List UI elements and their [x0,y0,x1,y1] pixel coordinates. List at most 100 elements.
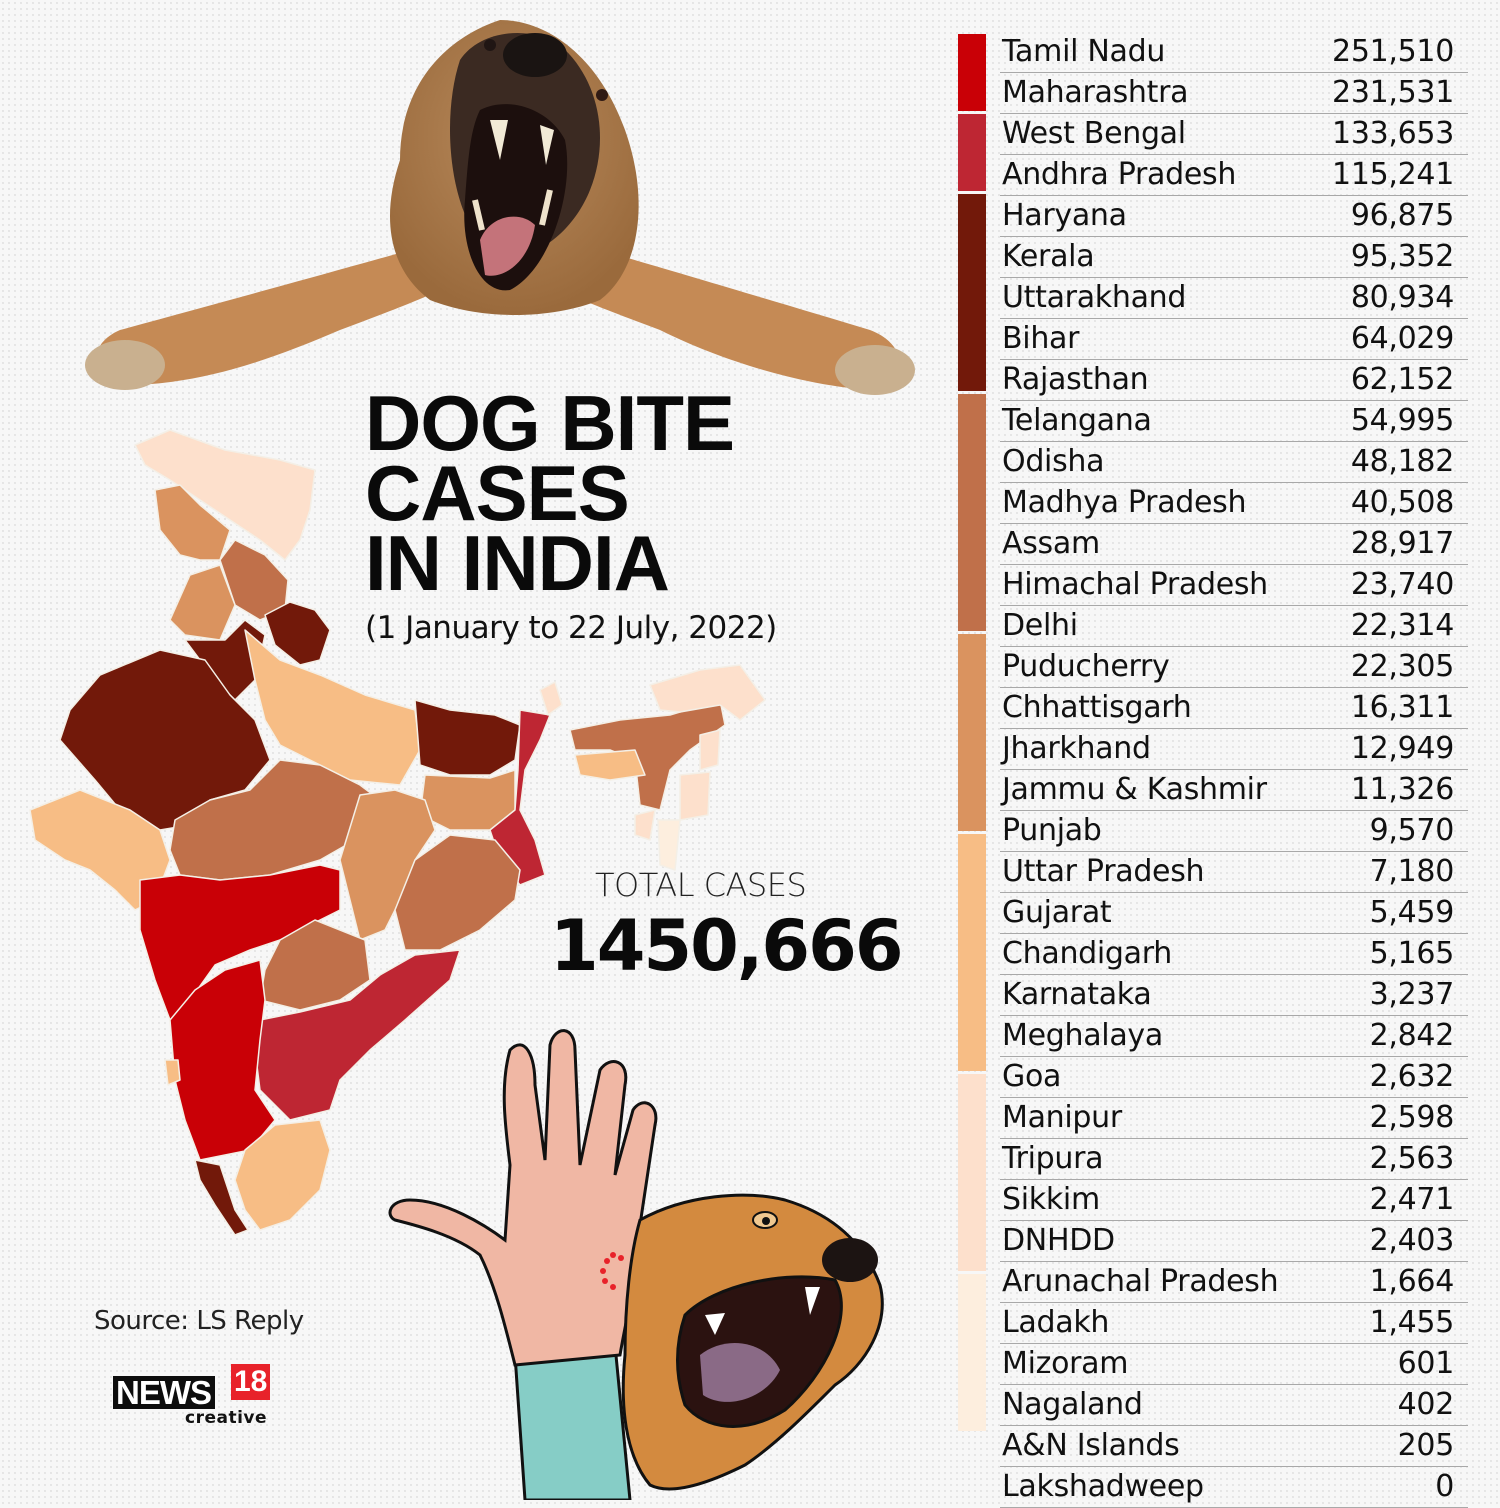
map-region-manipur [679,771,711,821]
table-row: Sikkim 2,471 [1000,1180,1468,1221]
table-row: Kerala 95,352 [1000,237,1468,278]
color-scale-segment [958,834,986,1071]
state-name: Chhattisgarh [1002,690,1192,725]
table-row: Madhya Pradesh 40,508 [1000,483,1468,524]
state-name: Ladakh [1002,1305,1110,1340]
map-region-himachal-pradesh [219,539,289,621]
state-name: Odisha [1002,444,1105,479]
state-name: West Bengal [1002,116,1186,151]
table-row: Jammu & Kashmir 11,326 [1000,770,1468,811]
case-count: 5,165 [1369,936,1455,971]
case-count: 3,237 [1369,977,1455,1012]
table-row: Karnataka 3,237 [1000,975,1468,1016]
case-count: 251,510 [1332,34,1454,69]
table-row: Andhra Pradesh 115,241 [1000,155,1468,196]
state-name: Sikkim [1002,1182,1100,1217]
case-count: 28,917 [1350,526,1454,561]
color-scale-segment [958,114,986,191]
table-row: Maharashtra 231,531 [1000,73,1468,114]
logo-number-badge: 18 [231,1364,271,1400]
case-count: 2,471 [1369,1182,1455,1217]
state-name: Meghalaya [1002,1018,1163,1053]
map-region-bihar [414,699,521,776]
case-count: 2,842 [1369,1018,1455,1053]
case-count: 2,403 [1369,1223,1455,1258]
table-row: Goa 2,632 [1000,1057,1468,1098]
case-count: 205 [1397,1428,1455,1463]
logo-news-word: NEWS [113,1376,215,1409]
table-row: Tripura 2,563 [1000,1139,1468,1180]
map-region-mizoram [657,819,681,871]
angry-dog-photo-illustration [85,20,915,395]
title-line-3: IN INDIA [365,519,670,607]
logo-tagline: creative [185,1408,268,1428]
state-name: Jammu & Kashmir [1002,772,1267,807]
case-count: 2,598 [1369,1100,1455,1135]
state-name: Uttar Pradesh [1002,854,1205,889]
case-count: 54,995 [1350,403,1454,438]
table-row: Gujarat 5,459 [1000,893,1468,934]
case-count: 62,152 [1350,362,1454,397]
title-line-1: DOG BITE [365,379,735,467]
case-count: 2,632 [1369,1059,1455,1094]
map-region-uttar-pradesh [244,629,421,786]
state-name: Haryana [1002,198,1127,233]
case-count: 133,653 [1332,116,1454,151]
color-scale-segment [958,394,986,631]
table-row: Lakshadweep 0 [1000,1467,1468,1508]
table-row: Tamil Nadu 251,510 [1000,32,1468,73]
table-row: Ladakh 1,455 [1000,1303,1468,1344]
table-row: Mizoram 601 [1000,1344,1468,1385]
case-count: 48,182 [1350,444,1454,479]
map-region-kerala [194,1159,249,1236]
case-count: 80,934 [1350,280,1454,315]
map-region-andhra-pradesh [254,949,461,1121]
state-name: Madhya Pradesh [1002,485,1247,520]
case-count: 22,314 [1350,608,1454,643]
table-row: Arunachal Pradesh 1,664 [1000,1262,1468,1303]
source-note: Source: LS Reply [94,1306,304,1336]
case-count: 0 [1435,1469,1454,1504]
case-count: 40,508 [1350,485,1454,520]
table-row: Haryana 96,875 [1000,196,1468,237]
case-count: 64,029 [1350,321,1454,356]
case-count: 22,305 [1350,649,1454,684]
state-name: Delhi [1002,608,1078,643]
map-region-karnataka [169,959,276,1161]
map-region-odisha [394,834,521,951]
state-name: DNHDD [1002,1223,1115,1258]
map-region-arunachal-pradesh [649,664,766,721]
case-count: 7,180 [1369,854,1455,889]
case-count: 1,455 [1369,1305,1455,1340]
table-row: Telangana 54,995 [1000,401,1468,442]
map-region-assam [569,699,726,811]
state-name: Assam [1002,526,1100,561]
page-title: DOG BITE CASES IN INDIA [365,379,735,607]
state-name: Tripura [1002,1141,1104,1176]
state-cases-table: Tamil Nadu 251,510 Maharashtra 231,531 West … [958,32,1468,1508]
state-name: Bihar [1002,321,1080,356]
table-row: Jharkhand 12,949 [1000,729,1468,770]
table-row: Punjab 9,570 [1000,811,1468,852]
state-name: Uttarakhand [1002,280,1187,315]
state-name: Chandigarh [1002,936,1172,971]
case-count: 11,326 [1350,772,1454,807]
state-name: Arunachal Pradesh [1002,1264,1279,1299]
color-scale-segment [958,34,986,111]
table-row: Odisha 48,182 [1000,442,1468,483]
map-region-uttarakhand [264,601,331,666]
color-scale-segment [958,194,986,391]
map-region-ladakh-jk-north [134,429,316,561]
title-line-2: CASES [365,449,630,537]
map-region-tripura [634,809,656,841]
table-row: Uttar Pradesh 7,180 [1000,852,1468,893]
india-choropleth-map [29,429,766,1236]
table-rows: Tamil Nadu 251,510 Maharashtra 231,531 West … [958,32,1468,1508]
table-row: Puducherry 22,305 [1000,647,1468,688]
case-count: 402 [1397,1387,1455,1422]
state-name: Jharkhand [1002,731,1151,766]
table-row: Chhattisgarh 16,311 [1000,688,1468,729]
table-row: DNHDD 2,403 [1000,1221,1468,1262]
state-name: Manipur [1002,1100,1122,1135]
total-cases-value: 1450,666 [550,905,904,987]
